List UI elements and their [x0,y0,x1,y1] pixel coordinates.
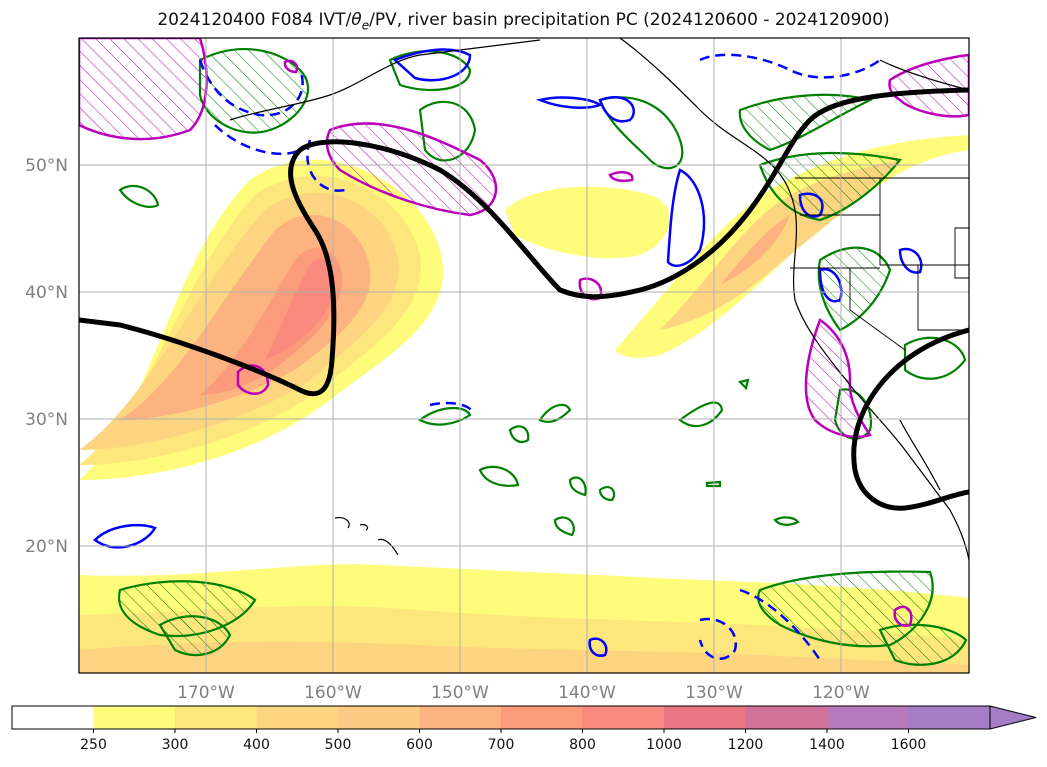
colorbar-tick-label: 1200 [728,737,764,753]
lon-label-150: 150°W [431,683,489,703]
theta-e-contours [117,48,968,666]
theta-e-small-contours [118,184,800,537]
colorbar-segment [664,706,746,729]
lon-label-140: 140°W [558,683,616,703]
figure-title: 2024120400 F084 IVT/θe/PV, river basin p… [0,10,1047,32]
lat-axis: 50°N 40°N 30°N 20°N [25,156,68,557]
lon-axis: 170°W 160°W 150°W 140°W 130°W 120°W [177,683,870,703]
colorbar-segment [256,706,339,729]
colorbar-segment [501,706,583,729]
lat-label-40: 40°N [25,283,68,303]
colorbar-tick-label: 1400 [809,737,845,753]
gridlines [79,38,969,673]
colorbar-tick-label: 300 [162,737,189,753]
colorbar-tick-label: 1000 [646,737,682,753]
lat-label-30: 30°N [25,410,68,430]
coastline [229,38,969,561]
title-sub: e [361,18,370,33]
colorbar-extend-arrow [989,705,1037,730]
colorbar-segment [582,706,665,729]
colorbar-tick-label: 700 [488,737,515,753]
colorbar-segment [827,706,909,729]
lon-label-170: 170°W [177,683,235,703]
colorbar-segment [12,706,94,729]
colorbar-segment [908,706,991,729]
lat-label-50: 50°N [25,156,68,176]
title-rest: /PV, river basin precipitation PC (20241… [369,10,890,30]
jet-line [79,87,969,511]
colorbar-tick-label: 1600 [891,737,927,753]
colorbar-tick-label: 400 [243,737,270,753]
title-main: 2024120400 F084 IVT/ [157,10,352,30]
colorbar-segment [745,706,828,729]
state-borders [790,177,969,351]
colorbar-tick-label: 800 [569,737,596,753]
colorbar-segment [419,706,502,729]
lon-label-130: 130°W [685,683,743,703]
colorbar: 250 300 400 500 600 700 800 1000 1200 1400 1600 [11,705,1037,753]
map-area [79,38,969,673]
colorbar-segment [93,706,176,729]
lon-label-160: 160°W [304,683,362,703]
map-frame [78,37,970,674]
pv-contours [93,48,923,661]
colorbar-segment [175,706,257,729]
lat-label-20: 20°N [25,537,68,557]
colorbar-segment [338,706,420,729]
colorbar-tick-label: 600 [406,737,433,753]
lon-label-120: 120°W [812,683,870,703]
colorbar-tick-label: 250 [80,737,107,753]
colorbar-tick-label: 500 [325,737,352,753]
title-theta: θ [351,10,362,30]
